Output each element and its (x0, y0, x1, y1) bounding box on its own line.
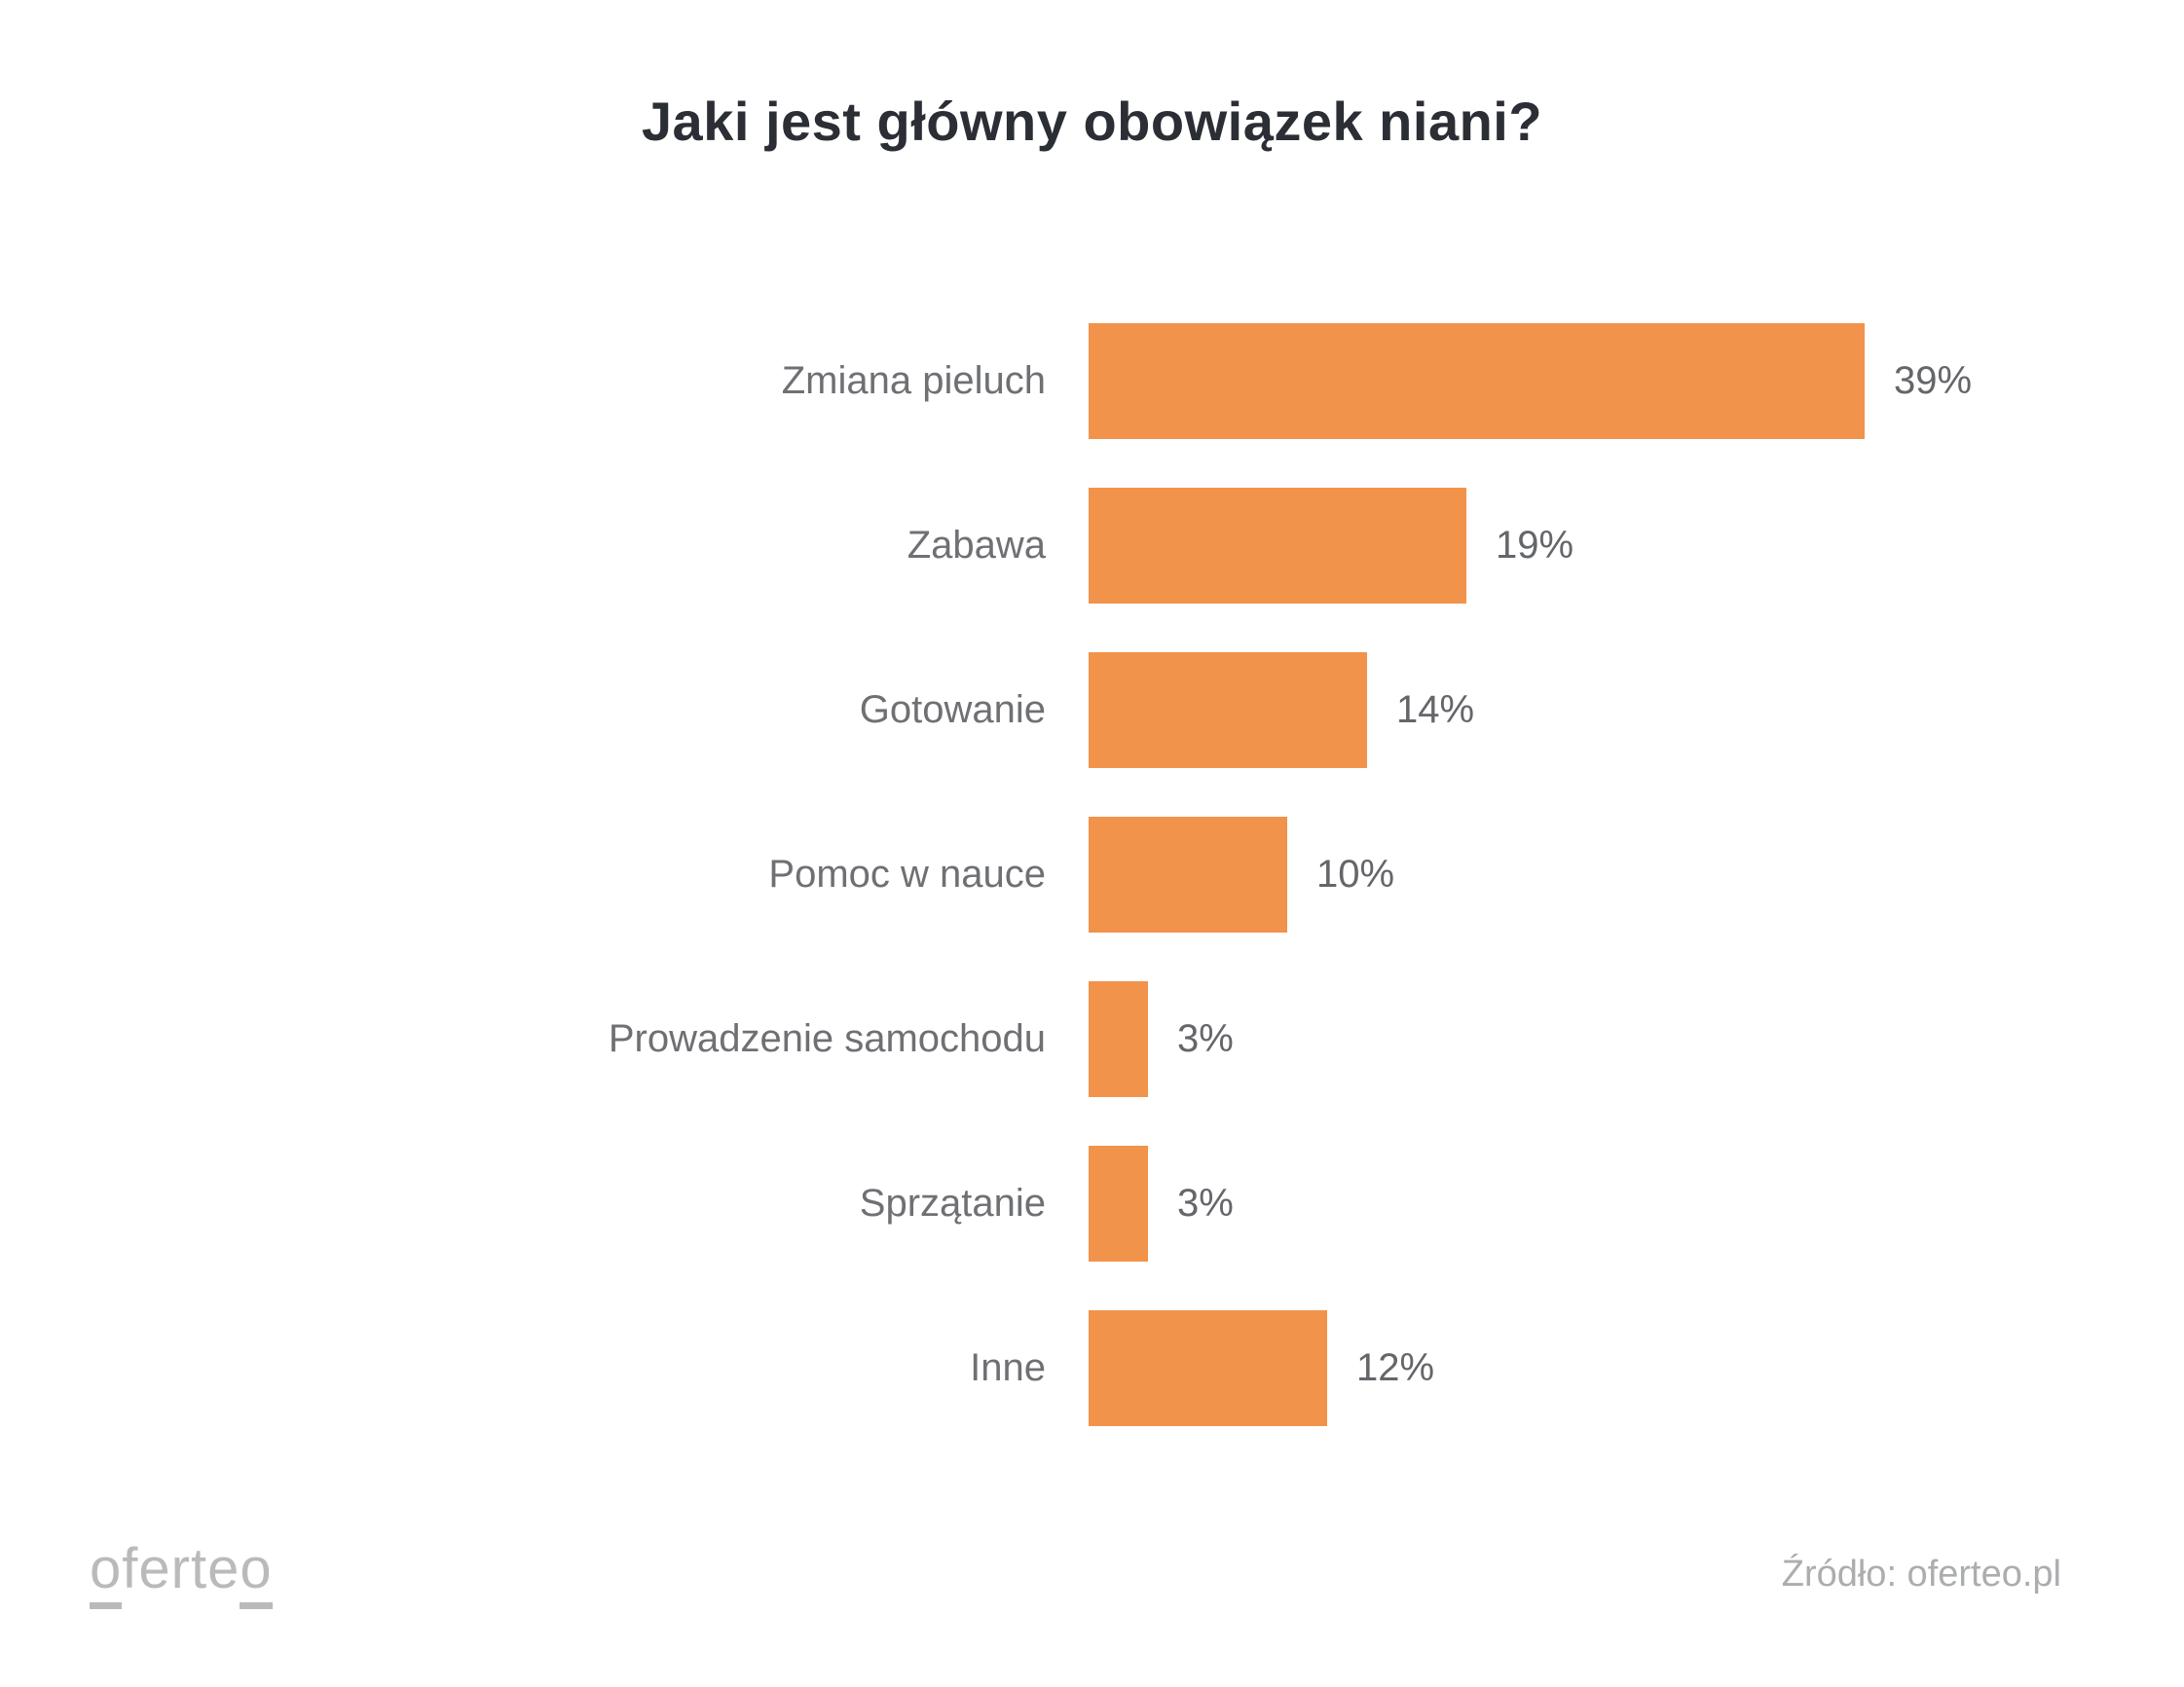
bar (1089, 1310, 1327, 1426)
logo-letters-middle: ferte (122, 1537, 241, 1600)
source-text: Źródło: oferteo.pl (1781, 1554, 2061, 1595)
value-label: 3% (1177, 1017, 1234, 1060)
logo-letter-o-last: o (240, 1538, 273, 1609)
category-label: Gotowanie (859, 688, 1046, 731)
bar-chart: Zmiana pieluch 39% Zabawa 19% Gotowanie 14% Po… (0, 323, 2184, 1426)
bar (1089, 981, 1148, 1097)
chart-title: Jaki jest główny obowiązek niani? (641, 91, 1543, 152)
chart-row: Sprzątanie 3% (0, 1146, 2184, 1262)
logo-letter-o-first: o (90, 1538, 123, 1609)
bar (1089, 1146, 1148, 1262)
chart-row: Gotowanie 14% (0, 652, 2184, 768)
category-label: Pomoc w nauce (768, 853, 1046, 896)
category-label: Zmiana pieluch (781, 359, 1046, 402)
oferteo-logo: oferteo (90, 1536, 273, 1609)
category-label: Inne (970, 1346, 1046, 1389)
value-label: 10% (1316, 853, 1395, 896)
chart-row: Zmiana pieluch 39% (0, 323, 2184, 439)
chart-row: Prowadzenie samochodu 3% (0, 981, 2184, 1097)
chart-row: Inne 12% (0, 1310, 2184, 1426)
category-label: Sprzątanie (859, 1182, 1046, 1225)
bar (1089, 652, 1367, 768)
value-label: 3% (1177, 1182, 1234, 1225)
chart-row: Zabawa 19% (0, 488, 2184, 604)
chart-row: Pomoc w nauce 10% (0, 817, 2184, 933)
bar (1089, 323, 1865, 439)
value-label: 12% (1356, 1346, 1435, 1389)
value-label: 19% (1496, 524, 1574, 567)
value-label: 39% (1894, 359, 1973, 402)
bar (1089, 817, 1287, 933)
bar (1089, 488, 1466, 604)
category-label: Zabawa (907, 524, 1046, 567)
category-label: Prowadzenie samochodu (608, 1017, 1046, 1060)
value-label: 14% (1396, 688, 1475, 731)
